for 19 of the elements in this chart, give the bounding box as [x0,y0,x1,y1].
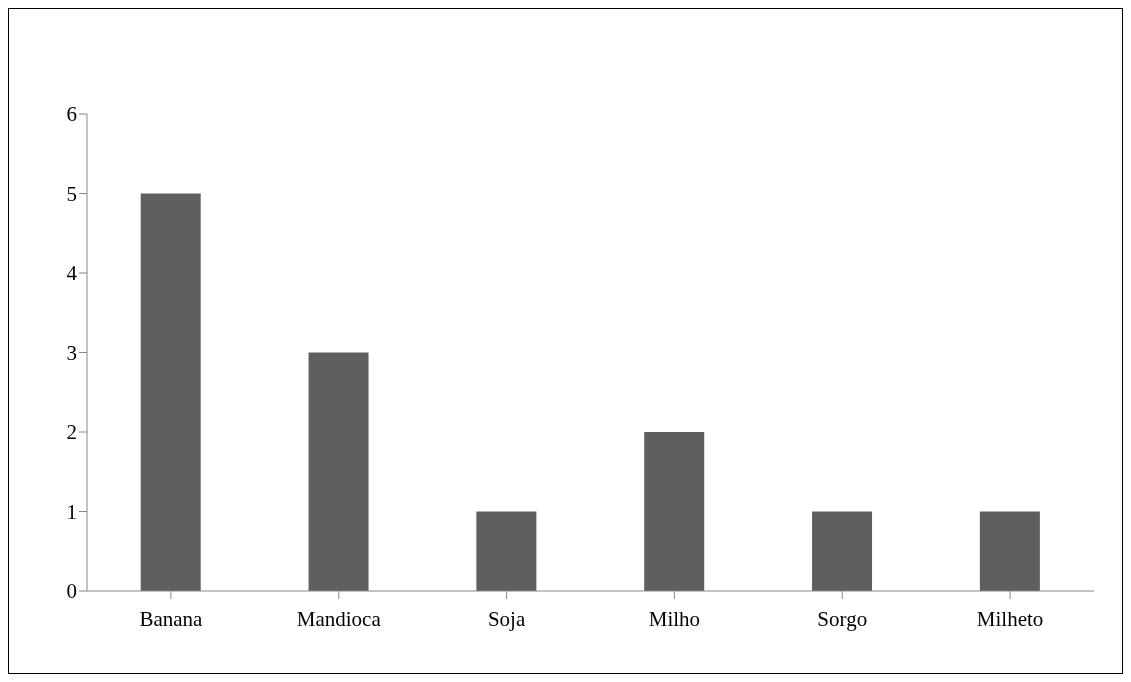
x-tick-label: Mandioca [296,606,382,631]
y-tick-label: 2 [66,420,77,445]
x-tick-label: Milheto [976,606,1044,631]
bar [812,511,873,591]
bar [140,193,201,591]
x-tick-label: Banana [139,606,204,631]
bar [308,352,369,591]
y-tick-label: 1 [66,499,77,524]
bar [476,511,537,591]
y-tick-label: 0 [66,579,77,604]
y-tick-label: 3 [66,340,77,365]
x-tick-label: Milho [648,606,701,631]
x-tick-label: Soja [487,606,526,631]
y-tick-label: 6 [66,102,77,127]
bar [644,432,705,591]
x-tick-label: Sorgo [817,606,868,631]
bar [979,511,1040,591]
y-tick-label: 4 [66,261,78,286]
y-tick-label: 5 [66,181,77,206]
